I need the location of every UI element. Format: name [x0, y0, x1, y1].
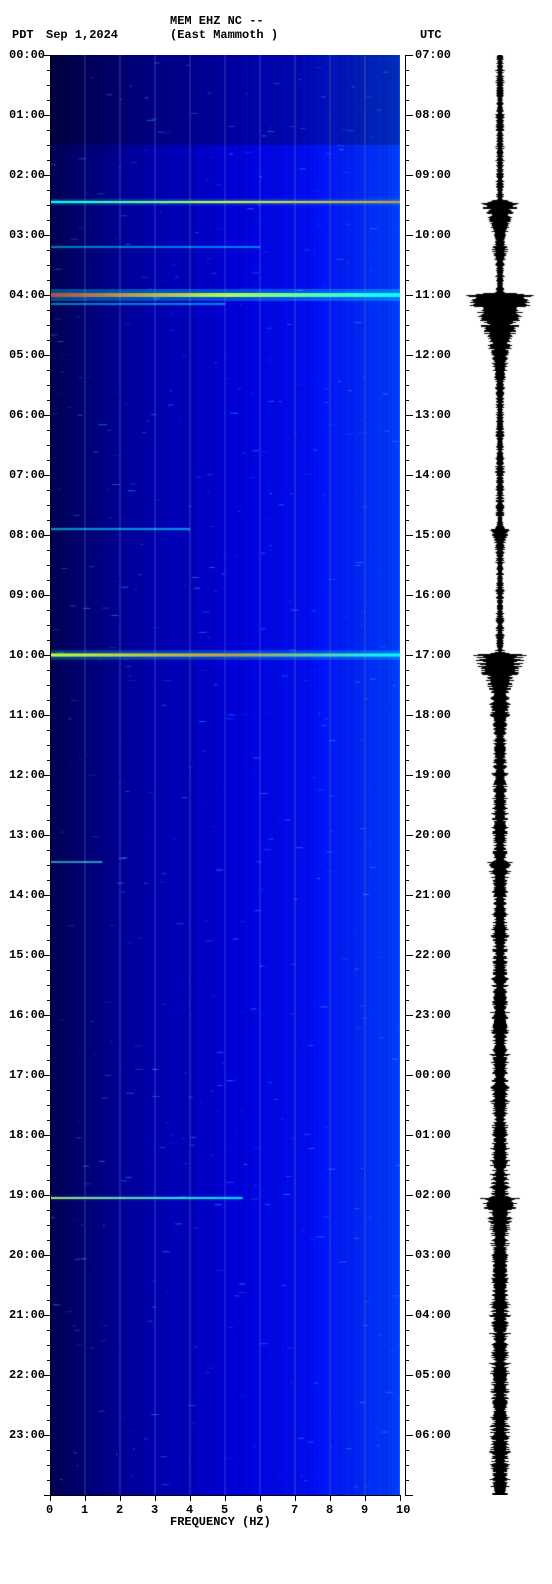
left-time-tick-label: 18:00: [9, 1128, 45, 1142]
right-time-tick-label: 05:00: [415, 1368, 451, 1382]
right-minor-tick: [405, 355, 413, 356]
left-time-tick-label: 00:00: [9, 48, 45, 62]
right-time-tick-label: 03:00: [415, 1248, 451, 1262]
right-minor-tick: [405, 235, 413, 236]
left-time-tick-label: 01:00: [9, 108, 45, 122]
right-time-tick-label: 07:00: [415, 48, 451, 62]
left-time-tick-label: 09:00: [9, 588, 45, 602]
x-tick-label: 8: [326, 1503, 333, 1517]
right-time-tick-label: 00:00: [415, 1068, 451, 1082]
left-time-tick-label: 20:00: [9, 1248, 45, 1262]
right-time-tick-label: 04:00: [415, 1308, 451, 1322]
right-minor-tick: [405, 1195, 413, 1196]
left-time-tick-label: 06:00: [9, 408, 45, 422]
right-time-tick-label: 14:00: [415, 468, 451, 482]
right-minor-tick: [405, 55, 413, 56]
left-time-tick-label: 17:00: [9, 1068, 45, 1082]
right-time-tick-label: 18:00: [415, 708, 451, 722]
right-minor-tick: [405, 175, 413, 176]
right-time-tick-label: 09:00: [415, 168, 451, 182]
x-tick-label: 2: [116, 1503, 123, 1517]
right-minor-tick: [405, 895, 413, 896]
left-time-tick-label: 14:00: [9, 888, 45, 902]
right-minor-tick: [405, 1015, 413, 1016]
right-minor-tick: [405, 955, 413, 956]
x-tick-label: 9: [361, 1503, 368, 1517]
right-time-tick-label: 01:00: [415, 1128, 451, 1142]
left-time-tick-label: 19:00: [9, 1188, 45, 1202]
right-minor-tick: [405, 1075, 413, 1076]
x-tick: [400, 1495, 401, 1501]
right-time-tick-label: 22:00: [415, 948, 451, 962]
left-time-tick-label: 12:00: [9, 768, 45, 782]
x-tick-label: 7: [291, 1503, 298, 1517]
right-minor-tick: [405, 1315, 413, 1316]
right-time-tick-label: 23:00: [415, 1008, 451, 1022]
x-tick-label: 10: [396, 1503, 410, 1517]
right-minor-tick: [405, 115, 413, 116]
left-time-tick-label: 03:00: [9, 228, 45, 242]
x-tick-label: 3: [151, 1503, 158, 1517]
right-minor-tick: [405, 535, 413, 536]
right-time-tick-label: 16:00: [415, 588, 451, 602]
right-minor-tick: [405, 835, 413, 836]
right-minor-tick: [405, 1135, 413, 1136]
right-time-tick-label: 08:00: [415, 108, 451, 122]
right-minor-tick: [405, 1255, 413, 1256]
left-time-tick-label: 11:00: [9, 708, 45, 722]
left-time-tick-label: 13:00: [9, 828, 45, 842]
left-time-tick-label: 07:00: [9, 468, 45, 482]
right-time-tick-label: 12:00: [415, 348, 451, 362]
right-time-tick-label: 17:00: [415, 648, 451, 662]
left-time-tick-label: 02:00: [9, 168, 45, 182]
right-time-tick-label: 13:00: [415, 408, 451, 422]
header-date: Sep 1,2024: [46, 28, 118, 42]
right-minor-tick: [405, 775, 413, 776]
left-time-tick-label: 08:00: [9, 528, 45, 542]
right-time-tick-label: 19:00: [415, 768, 451, 782]
right-minor-tick: [405, 715, 413, 716]
right-time-tick-label: 21:00: [415, 888, 451, 902]
left-time-tick-label: 15:00: [9, 948, 45, 962]
right-time-tick-label: 15:00: [415, 528, 451, 542]
x-axis-line: [50, 1495, 400, 1496]
x-axis-label: FREQUENCY (HZ): [170, 1515, 271, 1529]
left-time-tick-label: 16:00: [9, 1008, 45, 1022]
right-minor-tick: [405, 655, 413, 656]
left-time-tick-label: 10:00: [9, 648, 45, 662]
right-time-tick-label: 06:00: [415, 1428, 451, 1442]
left-time-tick-label: 23:00: [9, 1428, 45, 1442]
right-axis-line: [405, 55, 406, 1495]
waveform-plot: [460, 55, 540, 1495]
x-tick-label: 1: [81, 1503, 88, 1517]
timezone-left: PDT: [12, 28, 34, 42]
right-time-tick-label: 20:00: [415, 828, 451, 842]
timezone-right: UTC: [420, 28, 442, 42]
right-minor-tick: [405, 1375, 413, 1376]
right-time-tick-label: 11:00: [415, 288, 451, 302]
spectrogram-plot: [50, 55, 400, 1495]
x-tick-label: 0: [46, 1503, 53, 1517]
right-minor-tick: [405, 595, 413, 596]
station-location: (East Mammoth ): [170, 28, 278, 42]
left-time-tick-label: 21:00: [9, 1308, 45, 1322]
right-minor-tick: [405, 475, 413, 476]
right-minor-tick: [405, 415, 413, 416]
right-minor-tick: [405, 1435, 413, 1436]
left-time-tick-label: 22:00: [9, 1368, 45, 1382]
station-code: MEM EHZ NC --: [170, 14, 264, 28]
left-time-tick-label: 04:00: [9, 288, 45, 302]
left-time-tick-label: 05:00: [9, 348, 45, 362]
right-minor-tick: [405, 1495, 413, 1496]
right-time-tick-label: 02:00: [415, 1188, 451, 1202]
right-minor-tick: [405, 295, 413, 296]
right-time-tick-label: 10:00: [415, 228, 451, 242]
left-axis-line: [50, 55, 51, 1495]
